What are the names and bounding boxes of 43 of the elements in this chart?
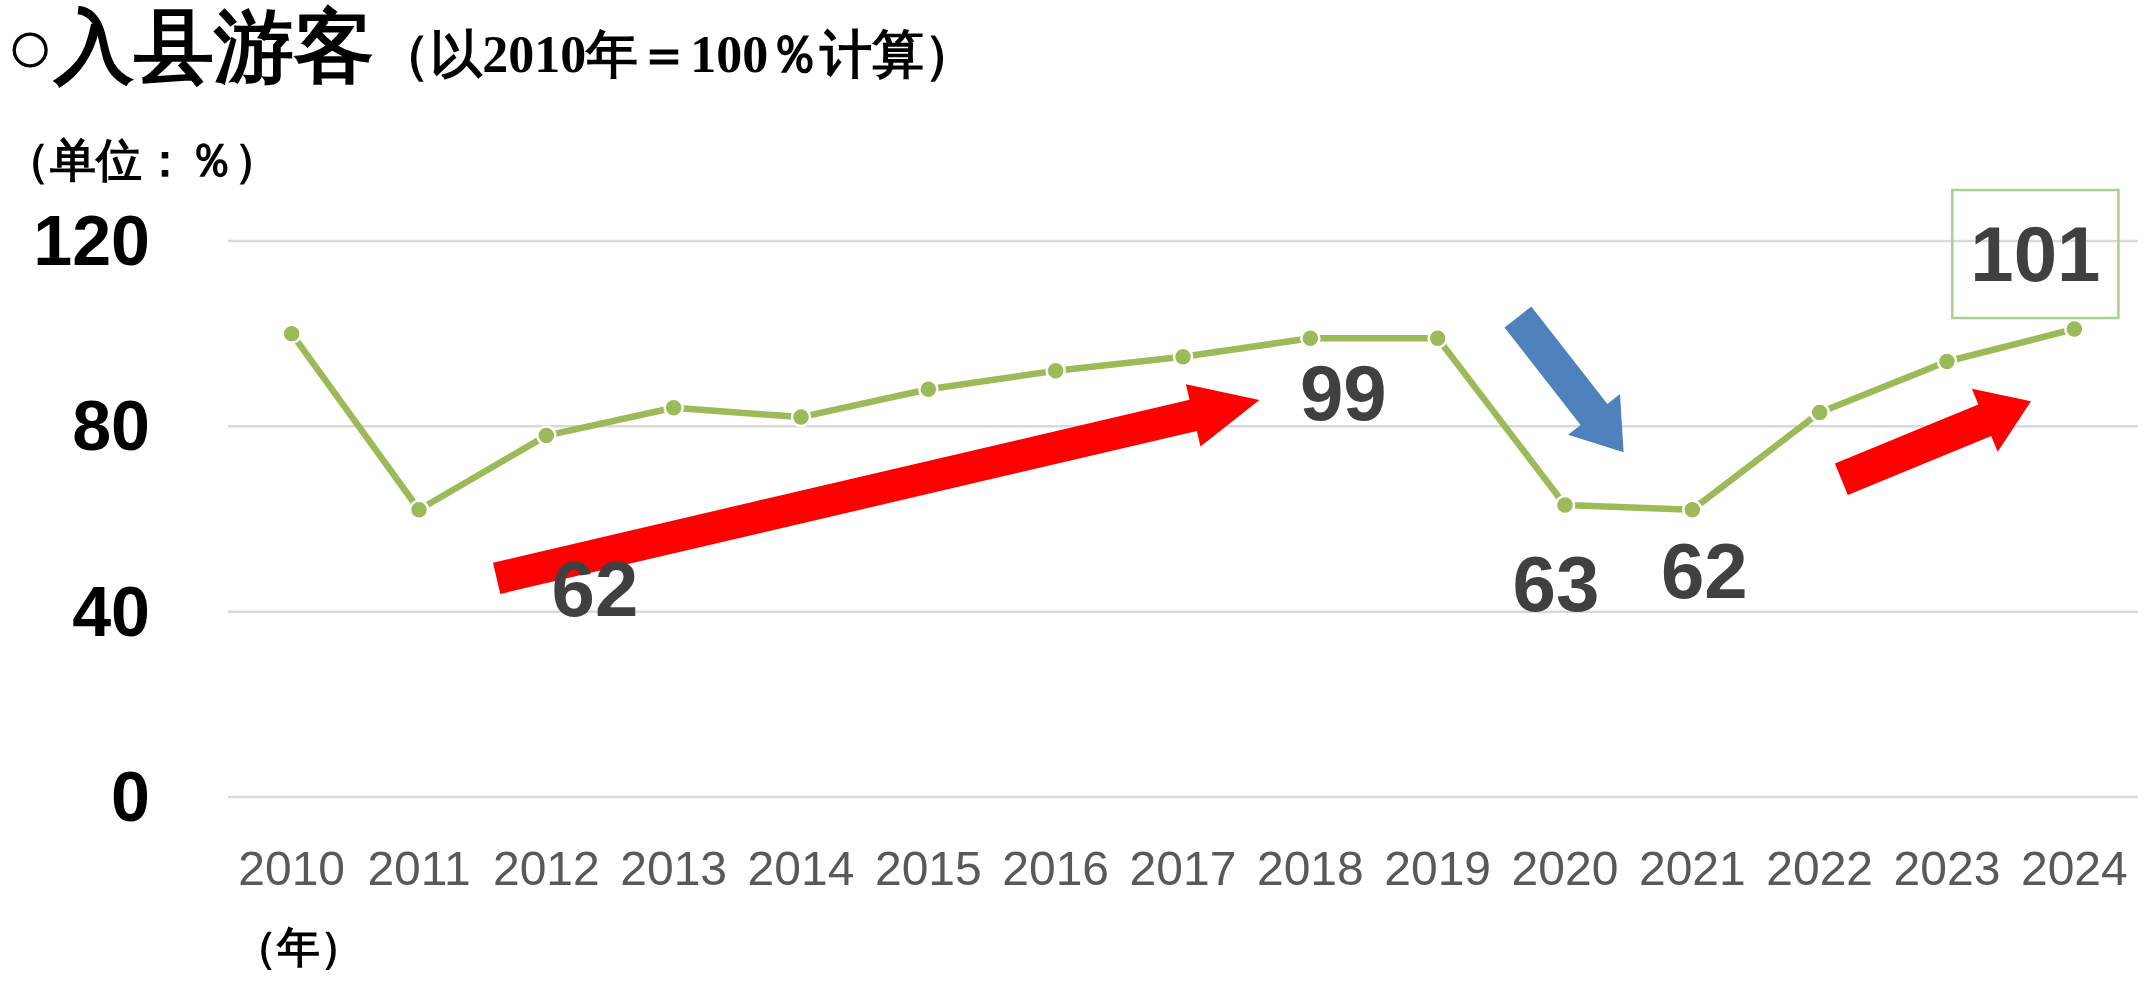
y-axis-title: （单位：％） [4, 135, 280, 186]
x-tick-label: 2017 [1129, 841, 1237, 895]
x-tick-label: 2015 [874, 841, 982, 895]
data-label: 62 [551, 544, 639, 633]
x-tick-label: 2011 [367, 841, 471, 895]
y-tick-label: 40 [72, 572, 150, 651]
x-tick-label: 2022 [1766, 841, 1874, 895]
y-tick-label: 80 [72, 387, 150, 466]
point [1045, 360, 1066, 381]
point [1682, 499, 1703, 520]
point [918, 379, 939, 400]
y-tick-label: 120 [33, 202, 150, 280]
point [1300, 328, 1321, 349]
point [408, 499, 430, 520]
x-tick-label: 2016 [1002, 841, 1110, 895]
x-tick-label: 2020 [1511, 841, 1619, 895]
point [790, 406, 812, 428]
x-tick-label: 2010 [238, 841, 346, 895]
x-tick-label: 2019 [1384, 841, 1492, 895]
y-tick-label: 0 [111, 758, 150, 836]
point [536, 425, 557, 446]
point [281, 323, 302, 344]
point [1554, 494, 1576, 516]
data-label: 62 [1660, 526, 1748, 615]
data-label: 101 [1970, 210, 2101, 299]
x-tick-label: 2023 [1893, 841, 2001, 895]
x-tick-label: 2021 [1638, 841, 1746, 895]
point [1172, 346, 1194, 368]
data-label: 99 [1299, 349, 1387, 438]
data-label: 63 [1512, 540, 1600, 629]
x-axis-title: （年） [234, 924, 363, 971]
point [2064, 318, 2085, 340]
x-tick-label: 2018 [1256, 841, 1364, 895]
x-tick-label: 2013 [620, 841, 728, 895]
chart-title: ○入县游客 [6, 3, 375, 91]
point [1809, 402, 1830, 423]
x-tick-label: 2012 [492, 841, 600, 895]
chart-subtitle: （以2010年＝100％计算） [378, 26, 977, 83]
x-tick-label: 2024 [2020, 841, 2128, 895]
point [663, 397, 684, 419]
point [1936, 351, 1958, 372]
x-tick-label: 2014 [747, 841, 855, 895]
point [1427, 328, 1448, 349]
